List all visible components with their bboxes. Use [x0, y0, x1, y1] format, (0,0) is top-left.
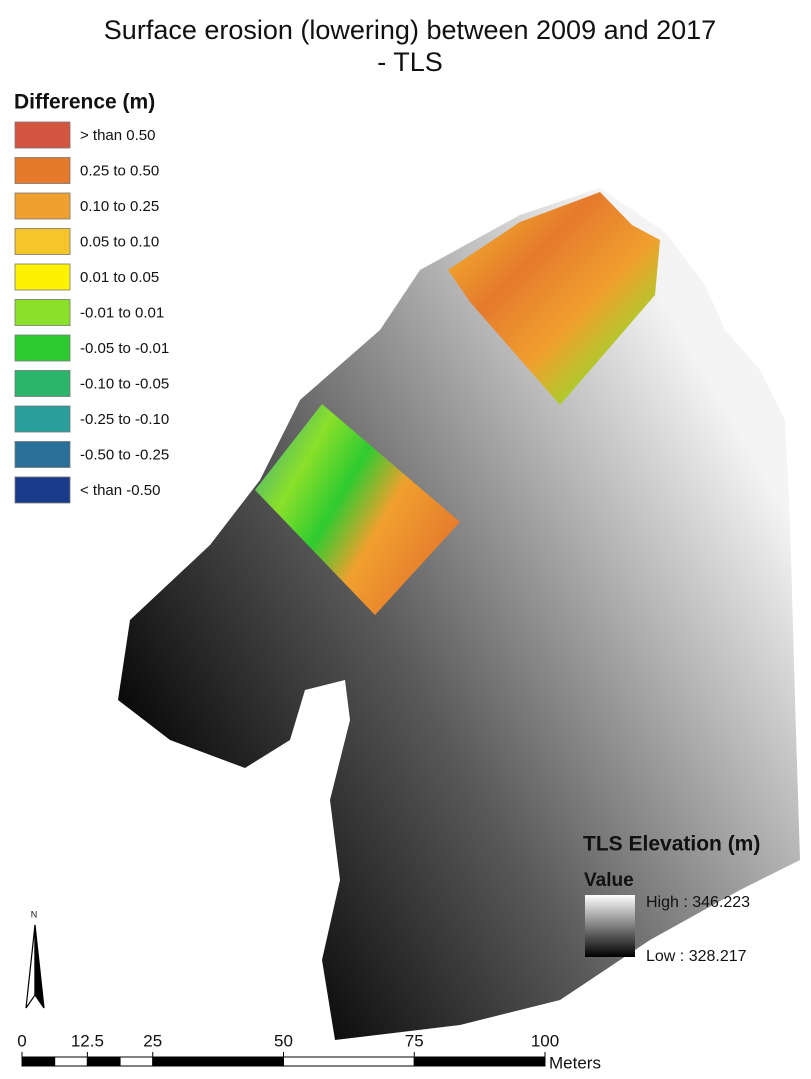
legend-swatch	[15, 122, 70, 148]
scale-tick-label: 0	[17, 1031, 26, 1050]
legend-label: 0.01 to 0.05	[80, 269, 159, 286]
scale-segment	[22, 1057, 55, 1066]
map: Surface erosion (lowering) between 2009 …	[0, 0, 811, 1079]
scale-tick-label: 75	[405, 1031, 424, 1050]
scale-segment	[55, 1057, 88, 1066]
legend-label: 0.05 to 0.10	[80, 233, 159, 250]
legend-label: High : 346.223	[646, 894, 750, 911]
legend-label: -0.50 to -0.25	[80, 446, 169, 463]
legend-swatch	[15, 264, 70, 290]
scale-tick-label: 50	[274, 1031, 293, 1050]
legend-label: -0.05 to -0.01	[80, 340, 169, 357]
scale-segment	[87, 1057, 120, 1066]
terrain	[118, 188, 800, 1040]
scale-segment	[284, 1057, 415, 1066]
scale-segment	[414, 1057, 545, 1066]
legend-label: Low : 328.217	[646, 948, 747, 965]
legend-subtitle: Value	[584, 870, 634, 891]
north-label: N	[31, 909, 38, 919]
legend-label: > than 0.50	[80, 127, 155, 144]
legend-swatch	[15, 158, 70, 184]
title-line: - TLS	[377, 47, 443, 77]
legend-label: 0.10 to 0.25	[80, 198, 159, 215]
scale-tick-label: 25	[143, 1031, 162, 1050]
legend-swatch	[15, 442, 70, 468]
legend-swatch	[15, 229, 70, 255]
elevation-ramp	[585, 895, 635, 957]
legend-label: < than -0.50	[80, 482, 160, 499]
legend-label: -0.25 to -0.10	[80, 411, 169, 428]
scale-tick-label: 100	[531, 1031, 559, 1050]
legend-swatch	[15, 371, 70, 397]
legend-swatch	[15, 477, 70, 503]
scale-segment	[120, 1057, 153, 1066]
scale-bar: 0 12.5 25 50 75 100 Meters	[17, 1031, 601, 1072]
legend-title: Difference (m)	[14, 91, 155, 114]
legend-swatch	[15, 193, 70, 219]
scale-unit: Meters	[549, 1053, 601, 1072]
scale-segment	[153, 1057, 284, 1066]
legend-label: 0.25 to 0.50	[80, 162, 159, 179]
legend-swatch	[15, 335, 70, 361]
legend-swatch	[15, 300, 70, 326]
difference-legend: > than 0.50 0.25 to 0.50 0.10 to 0.25 0.05 …	[15, 122, 169, 503]
scale-tick-label: 12.5	[71, 1031, 104, 1050]
legend-label: -0.01 to 0.01	[80, 304, 164, 321]
north-arrow: N	[26, 909, 44, 1008]
legend-title: TLS Elevation (m)	[583, 833, 760, 856]
legend-label: -0.10 to -0.05	[80, 375, 169, 392]
legend-swatch	[15, 406, 70, 432]
title-line: Surface erosion (lowering) between 2009 …	[104, 15, 716, 45]
